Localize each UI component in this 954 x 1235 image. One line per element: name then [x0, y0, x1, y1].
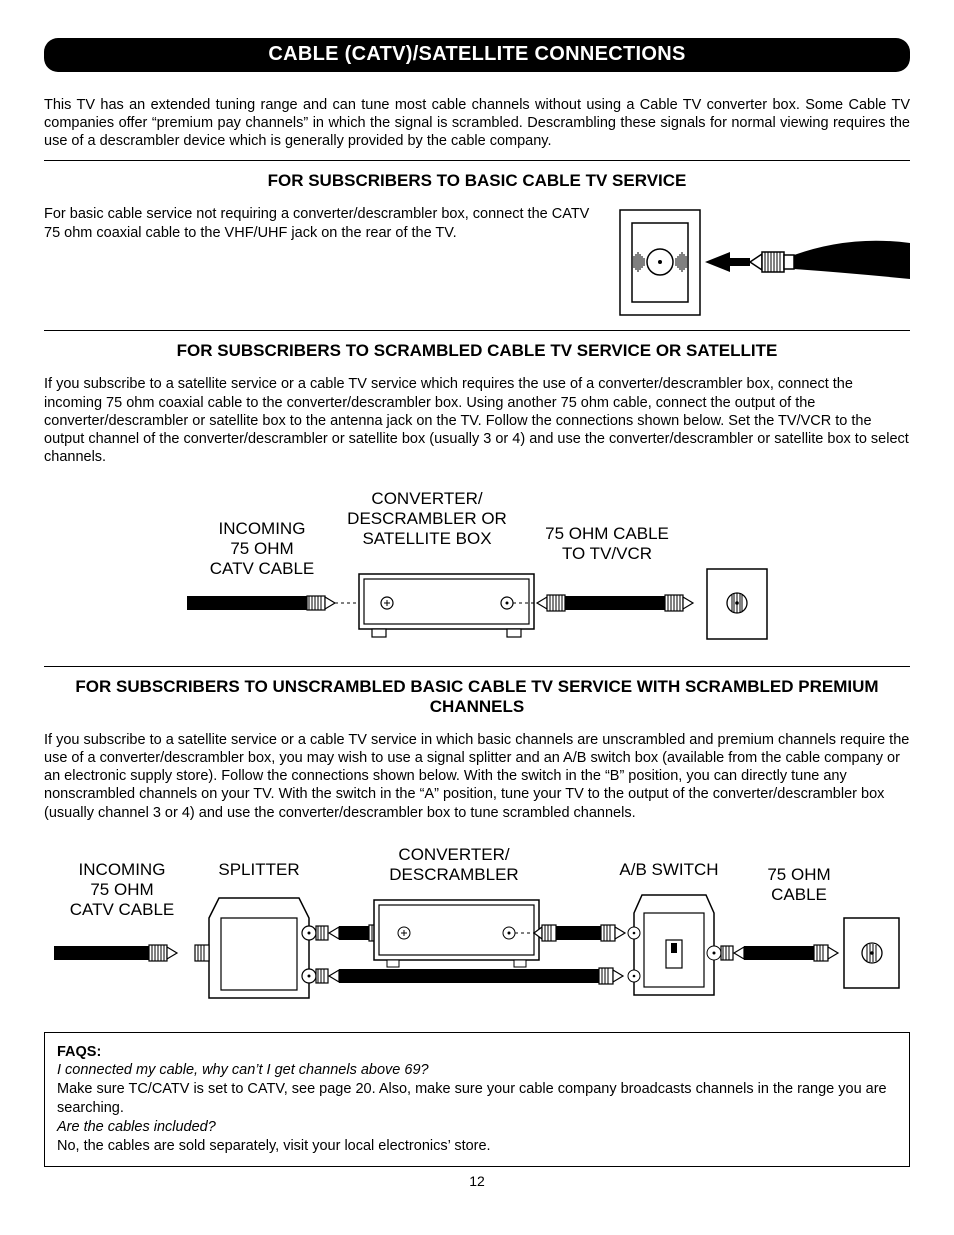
- section1-figure: [610, 205, 910, 320]
- title-bar: CABLE (CATV)/SATELLITE CONNECTIONS: [44, 38, 910, 72]
- section2-body: If you subscribe to a satellite service …: [44, 375, 910, 466]
- divider-2: [44, 330, 910, 331]
- svg-text:DESCRAMBLER: DESCRAMBLER: [389, 865, 518, 884]
- svg-text:INCOMING: INCOMING: [79, 860, 166, 879]
- svg-text:INCOMING: INCOMING: [219, 519, 306, 538]
- divider-1: [44, 160, 910, 161]
- svg-text:CABLE: CABLE: [771, 885, 827, 904]
- section2-figure: INCOMING 75 OHM CATV CABLE CONVERTER/ DE…: [44, 484, 910, 644]
- section2-heading: FOR SUBSCRIBERS TO SCRAMBLED CABLE TV SE…: [44, 341, 910, 361]
- intro-paragraph: This TV has an extended tuning range and…: [44, 96, 910, 150]
- faq-a1: Make sure TC/CATV is set to CATV, see pa…: [57, 1080, 897, 1118]
- divider-3: [44, 666, 910, 667]
- section1-heading: FOR SUBSCRIBERS TO BASIC CABLE TV SERVIC…: [44, 171, 910, 191]
- section3-figure: INCOMING 75 OHM CATV CABLE SPLITTER CONV…: [44, 840, 910, 1010]
- svg-text:75 OHM CABLE: 75 OHM CABLE: [545, 524, 669, 543]
- svg-text:75 OHM: 75 OHM: [767, 865, 830, 884]
- faq-box: FAQS: I connected my cable, why can’t I …: [44, 1032, 910, 1167]
- svg-text:SPLITTER: SPLITTER: [218, 860, 299, 879]
- svg-text:75 OHM: 75 OHM: [90, 880, 153, 899]
- svg-text:SATELLITE BOX: SATELLITE BOX: [362, 529, 491, 548]
- section1-body: For basic cable service not requiring a …: [44, 205, 590, 320]
- svg-text:75 OHM: 75 OHM: [230, 539, 293, 558]
- svg-text:CATV CABLE: CATV CABLE: [210, 559, 315, 578]
- svg-text:A/B SWITCH: A/B SWITCH: [619, 860, 718, 879]
- svg-text:DESCRAMBLER OR: DESCRAMBLER OR: [347, 509, 507, 528]
- page: CABLE (CATV)/SATELLITE CONNECTIONS This …: [0, 0, 954, 1209]
- svg-text:CONVERTER/: CONVERTER/: [371, 489, 482, 508]
- title-bar-text: CABLE (CATV)/SATELLITE CONNECTIONS: [268, 43, 685, 65]
- faq-q1: I connected my cable, why can’t I get ch…: [57, 1061, 897, 1080]
- section3-body: If you subscribe to a satellite service …: [44, 731, 910, 822]
- faq-a2: No, the cables are sold separately, visi…: [57, 1137, 897, 1156]
- svg-text:TO TV/VCR: TO TV/VCR: [562, 544, 652, 563]
- faq-q2: Are the cables included?: [57, 1118, 897, 1137]
- page-number: 12: [44, 1173, 910, 1189]
- faq-title: FAQS:: [57, 1043, 897, 1062]
- section1-row: For basic cable service not requiring a …: [44, 205, 910, 320]
- svg-text:CATV CABLE: CATV CABLE: [70, 900, 175, 919]
- svg-text:CONVERTER/: CONVERTER/: [398, 845, 509, 864]
- section3-heading: FOR SUBSCRIBERS TO UNSCRAMBLED BASIC CAB…: [44, 677, 910, 717]
